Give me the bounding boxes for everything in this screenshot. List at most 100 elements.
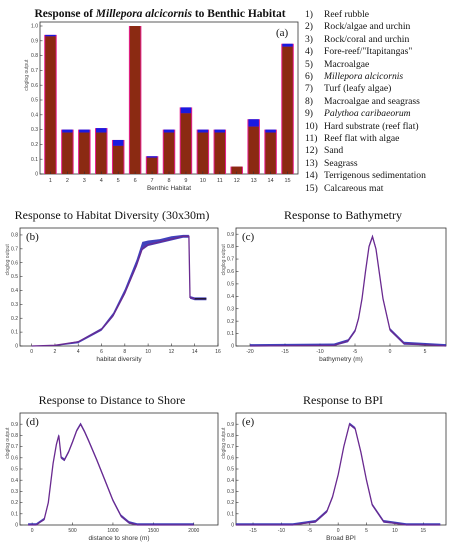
bar	[180, 113, 192, 174]
y-tick-label: 0.4	[31, 112, 38, 118]
x-tick-label: 15	[421, 528, 427, 534]
x-tick-label: 14	[192, 349, 198, 355]
x-tick-label: 8	[123, 349, 126, 355]
bar-upper-band	[214, 129, 226, 133]
category-label: 14	[268, 178, 274, 184]
y-tick-label: 0.1	[227, 511, 234, 517]
legend-item: 3) Rock/coral and urchin	[305, 34, 455, 46]
panel-letter: (c)	[242, 231, 255, 243]
bar	[214, 132, 226, 174]
bar-upper-band	[79, 129, 90, 133]
legend-item-label: Hard substrate (reef flat)	[324, 120, 419, 132]
legend-item-label: Terrigenous sedimentation	[324, 170, 426, 182]
response-curve	[28, 422, 194, 526]
panel-d-title: Response to Distance to Shore	[39, 393, 186, 407]
x-tick-label: 1000	[107, 528, 118, 534]
x-tick-label: 10	[145, 349, 151, 355]
panel-letter: (e)	[242, 416, 255, 428]
legend-item-number: 11)	[305, 133, 318, 145]
bar-upper-band	[163, 129, 175, 133]
category-label: 5	[117, 178, 120, 184]
x-tick-label: 2	[54, 349, 57, 355]
x-tick-label: 0	[31, 528, 34, 534]
y-axis-label: cloglog output	[5, 427, 11, 459]
y-tick-label: 0	[15, 523, 18, 529]
y-axis-label: cloglog output	[221, 427, 227, 459]
bar-upper-band	[45, 34, 56, 37]
x-tick-label: 6	[100, 349, 103, 355]
category-label: 3	[83, 178, 86, 184]
legend-item-number: 14)	[305, 170, 318, 182]
bar-upper-band	[248, 119, 259, 127]
x-tick-label: -10	[316, 349, 323, 355]
category-label: 12	[234, 178, 240, 184]
y-tick-label: 0.2	[31, 142, 38, 148]
y-tick-label: 0.2	[227, 319, 234, 325]
bar	[129, 26, 141, 174]
legend-item-label: Seagrass	[324, 157, 358, 169]
category-label: 7	[151, 178, 154, 184]
bar-upper-band	[180, 107, 192, 114]
legend-item-label: Turf (leafy algae)	[324, 83, 392, 95]
y-tick-label: 0.2	[11, 500, 18, 506]
legend-item-number: 5)	[305, 58, 313, 70]
response-curve	[236, 423, 441, 526]
panel-b-line-chart: 0 0.1 0.2 0.3 0.4 0.5 0.6 0.7 0.8 0 2 4 6 8 10 12 14 16 ha…	[5, 227, 221, 363]
y-tick-label: 0.6	[11, 260, 18, 266]
y-axis-label: cloglog output	[5, 244, 11, 276]
legend-item: 4) Fore-reef/"Itapitangas"	[305, 46, 455, 58]
y-tick-label: 0.7	[227, 257, 234, 263]
bar-upper-band	[96, 128, 107, 133]
y-tick-label: 0.7	[11, 444, 18, 450]
legend-item-number: 7)	[305, 83, 313, 95]
bar	[197, 132, 209, 174]
y-tick-label: 0.3	[227, 306, 234, 312]
x-axis-label: habitat diversity	[96, 356, 142, 363]
x-tick-label: 4	[77, 349, 80, 355]
legend-item: 8) Macroalgae and seagrass	[305, 96, 455, 108]
y-tick-label: 0.5	[11, 467, 18, 473]
legend-item-number: 8)	[305, 95, 313, 107]
category-label: 2	[66, 178, 69, 184]
y-tick-label: 0.8	[227, 244, 234, 250]
legend-item-label: Macroalgae and seagrass	[324, 95, 420, 107]
legend-item-number: 2)	[305, 21, 313, 33]
bar	[265, 132, 276, 174]
panel-a-bar-chart: 1 2 3 4 5 6 7 8 9 10 11 12 13 14 1500.10.20.30.40.50.6…	[24, 21, 299, 192]
panel-letter: (b)	[26, 231, 39, 243]
plot-frame	[235, 227, 447, 347]
bar	[248, 126, 259, 174]
bar	[163, 132, 175, 174]
legend-item-label: Calcareous mat	[324, 182, 384, 194]
x-tick-label: 0	[30, 349, 33, 355]
legend-item-number: 4)	[305, 46, 313, 58]
x-tick-label: -5	[353, 349, 358, 355]
y-tick-label: 0.1	[11, 330, 18, 336]
bar	[146, 157, 158, 174]
y-tick-label: 0.9	[31, 38, 38, 44]
legend-item: 9) Palythoa caribaeorum	[305, 108, 455, 120]
y-tick-label: 0.7	[11, 246, 18, 252]
panel-c-line-chart: 0 0.1 0.2 0.3 0.4 0.5 0.6 0.7 0.8 0.9 -20 -15 -10 -5 0…	[221, 227, 447, 363]
category-label: 1	[49, 178, 52, 184]
x-tick-label: 0	[337, 528, 340, 534]
y-tick-label: 0.8	[227, 433, 234, 439]
category-label: 11	[217, 178, 223, 184]
legend-item: 11) Reef flat with algae	[305, 133, 455, 145]
y-axis-label: cloglog output	[24, 59, 30, 91]
plot-frame	[19, 227, 219, 347]
x-axis-label: bathymetry (m)	[319, 356, 363, 363]
y-tick-label: 0.8	[11, 433, 18, 439]
category-label: 6	[134, 178, 137, 184]
legend-item: 5) Macroalgae	[305, 59, 455, 71]
bar-upper-band	[282, 43, 293, 47]
y-tick-label: 0.4	[11, 288, 18, 294]
legend-item-number: 10)	[305, 120, 318, 132]
legend-item: 12) Sand	[305, 145, 455, 157]
bar	[79, 132, 90, 174]
panel-c-title: Response to Bathymetry	[284, 208, 402, 222]
y-tick-label: 0.5	[11, 274, 18, 280]
bar-upper-band	[146, 156, 158, 158]
legend-item: 15) Calcareous mat	[305, 183, 455, 195]
plot-frame	[235, 412, 447, 526]
